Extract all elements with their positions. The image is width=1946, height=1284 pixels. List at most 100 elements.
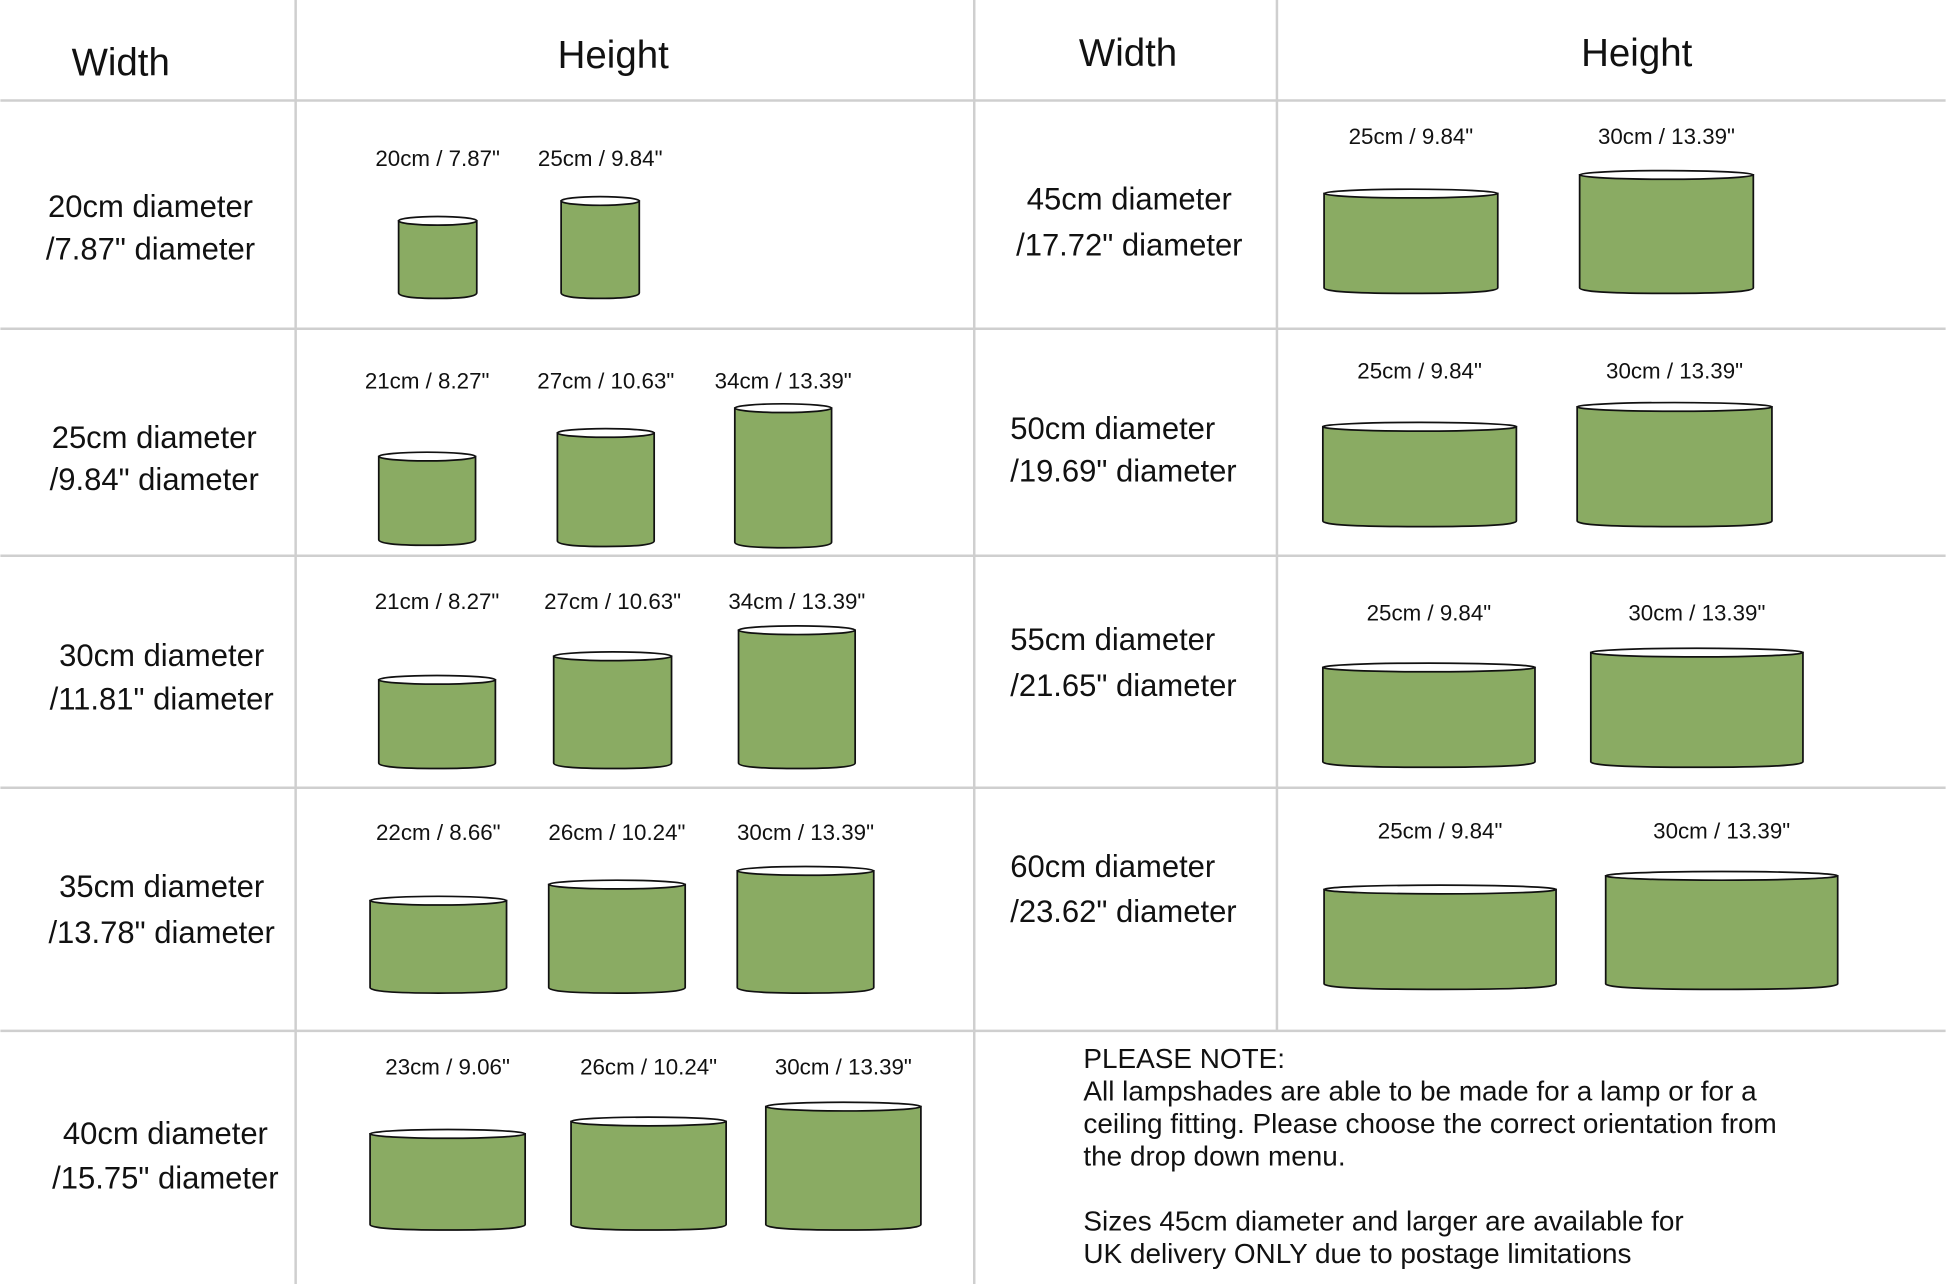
lampshade-shape (1604, 870, 1839, 991)
size-row: 35cm diameter/13.78" diameter 22cm / 8.66… (48, 820, 875, 994)
height-label: 25cm / 9.84" (1378, 819, 1503, 844)
diameter-label: 60cm diameter (1010, 849, 1215, 884)
diameter-label: 45cm diameter (1027, 182, 1232, 217)
lampshade-shape (1321, 421, 1518, 528)
shade-top-rim (1589, 647, 1804, 658)
diameter-label: /17.72" diameter (1016, 228, 1242, 263)
size-row: 40cm diameter/15.75" diameter 23cm / 9.06… (52, 1054, 922, 1231)
diameter-label: /19.69" diameter (1010, 453, 1236, 488)
diameter-label: 20cm diameter (48, 189, 253, 224)
shade-top-rim (369, 1128, 527, 1140)
shade-body (737, 629, 857, 770)
shade-body (1323, 888, 1557, 991)
size-row: 55cm diameter/21.65" diameter 25cm / 9.84… (1010, 600, 1804, 769)
note-line: ceiling fitting. Please choose the corre… (1083, 1108, 1776, 1139)
height-label: 27cm / 10.63" (544, 589, 681, 614)
diameter-label: /7.87" diameter (46, 231, 255, 266)
diameter-label: /13.78" diameter (48, 915, 274, 950)
shade-body (547, 883, 687, 994)
shade-body (764, 1105, 922, 1231)
height-label: 27cm / 10.63" (537, 368, 674, 393)
shade-body (560, 200, 641, 300)
lampshade-shape (369, 895, 508, 994)
size-row: 20cm diameter/7.87" diameter 20cm / 7.87"… (46, 146, 663, 300)
diameter-label: 30cm diameter (59, 638, 264, 673)
shade-body (1323, 192, 1499, 295)
size-row: 25cm diameter/9.84" diameter 21cm / 8.27"… (50, 368, 852, 549)
diameter-label: 55cm diameter (1010, 622, 1215, 657)
height-label: 30cm / 13.39" (1598, 124, 1735, 149)
height-label: 22cm / 8.66" (376, 820, 501, 845)
shade-top-rim (1578, 169, 1755, 181)
lampshade-shape (397, 215, 478, 300)
lampshade-shape (560, 195, 641, 300)
height-label: 21cm / 8.27" (375, 589, 500, 614)
diameter-label: /9.84" diameter (50, 462, 259, 497)
shade-body (1576, 406, 1773, 528)
diameter-label: /21.65" diameter (1010, 668, 1236, 703)
lampshade-shape (1321, 662, 1536, 769)
shade-top-rim (1323, 884, 1557, 895)
shade-body (397, 219, 478, 300)
size-row: 45cm diameter/17.72" diameter 25cm / 9.84… (1016, 124, 1755, 295)
lampshade-shape (377, 674, 497, 770)
shade-top-rim (733, 402, 833, 414)
header-height-left: Height (558, 34, 669, 77)
header-height-right: Height (1581, 32, 1692, 75)
please-note: PLEASE NOTE:All lampshades are able to b… (1083, 1043, 1776, 1269)
shade-body (552, 655, 673, 770)
shade-top-rim (369, 895, 508, 906)
shade-body (369, 1133, 527, 1231)
lampshade-shape (1323, 188, 1499, 295)
height-label: 34cm / 13.39" (715, 368, 852, 393)
diameter-label: /15.75" diameter (52, 1160, 278, 1195)
lampshade-shape (547, 879, 687, 994)
diameter-label: 25cm diameter (52, 420, 257, 455)
size-row: 30cm diameter/11.81" diameter 21cm / 8.27… (50, 589, 865, 770)
diameter-label: /11.81" diameter (50, 682, 274, 717)
lampshade-shape (733, 402, 833, 549)
diameter-label: /23.62" diameter (1010, 894, 1236, 929)
shade-top-rim (1321, 662, 1536, 673)
header-width-left: Width (72, 42, 170, 85)
height-label: 20cm / 7.87" (375, 146, 500, 171)
lampshade-shape (377, 451, 477, 547)
shade-top-rim (552, 651, 673, 662)
shade-top-rim (377, 451, 477, 462)
shade-top-rim (560, 195, 641, 207)
lampshade-shape (1576, 401, 1773, 528)
lampshade-shape (1323, 884, 1557, 991)
shade-top-rim (556, 427, 656, 439)
height-label: 26cm / 10.24" (580, 1054, 717, 1079)
shade-top-rim (1604, 870, 1839, 882)
note-line: All lampshades are able to be made for a… (1083, 1076, 1757, 1107)
lampshade-shape (764, 1101, 922, 1231)
shade-body (369, 899, 508, 994)
shade-body (556, 432, 656, 548)
shade-body (1604, 874, 1839, 991)
shade-top-rim (764, 1101, 922, 1112)
lampshade-shape (1589, 647, 1804, 769)
note-line: Sizes 45cm diameter and larger are avail… (1083, 1206, 1683, 1237)
height-label: 25cm / 9.84" (1357, 358, 1482, 383)
height-label: 34cm / 13.39" (728, 589, 865, 614)
height-label: 25cm / 9.84" (538, 146, 663, 171)
diameter-label: 50cm diameter (1010, 411, 1215, 446)
lampshade-shape (737, 625, 857, 770)
shade-body (377, 455, 477, 547)
shade-body (570, 1120, 727, 1231)
shade-top-rim (570, 1116, 727, 1127)
shade-top-rim (397, 215, 478, 227)
shade-top-rim (1576, 401, 1773, 413)
note-line: the drop down menu. (1083, 1141, 1345, 1172)
diameter-label: 40cm diameter (63, 1116, 268, 1151)
size-row: 60cm diameter/23.62" diameter 25cm / 9.84… (1010, 819, 1839, 991)
shade-body (733, 407, 833, 549)
lampshade-shape (369, 1128, 527, 1231)
size-rows: 20cm diameter/7.87" diameter 20cm / 7.87"… (46, 124, 1839, 1231)
height-label: 30cm / 13.39" (737, 820, 874, 845)
height-label: 25cm / 9.84" (1349, 124, 1474, 149)
shade-top-rim (736, 865, 875, 877)
